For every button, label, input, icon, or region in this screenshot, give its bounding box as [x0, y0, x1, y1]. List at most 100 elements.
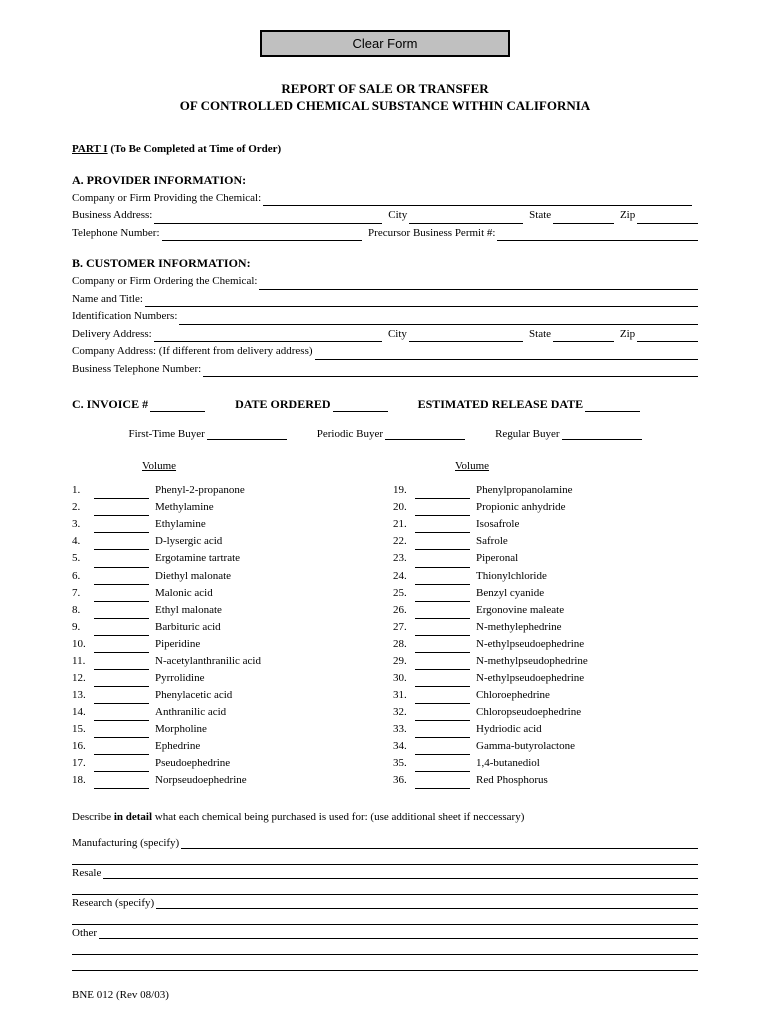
chemical-volume-input[interactable]	[415, 574, 470, 585]
est-release-input[interactable]	[585, 399, 640, 412]
customer-tel-input[interactable]	[203, 365, 698, 377]
chemical-row: 21.Isosafrole	[393, 516, 698, 533]
chemical-volume-input[interactable]	[415, 539, 470, 550]
chemical-volume-input[interactable]	[94, 625, 149, 636]
chemical-volume-input[interactable]	[415, 608, 470, 619]
chemical-number: 5.	[72, 550, 94, 567]
chemical-volume-input[interactable]	[94, 505, 149, 516]
chemical-name: Ephedrine	[155, 738, 377, 755]
chemical-name: N-ethylpseudoephedrine	[476, 636, 698, 653]
provider-tel-input[interactable]	[162, 229, 363, 241]
customer-coaddr-row: Company Address: (If different from deli…	[72, 343, 698, 360]
chemical-volume-input[interactable]	[415, 505, 470, 516]
chemical-name: Pseudoephedrine	[155, 755, 377, 772]
customer-company-input[interactable]	[259, 278, 698, 290]
date-ordered-input[interactable]	[333, 399, 388, 412]
buyer-type-row: First-Time Buyer Periodic Buyer Regular …	[72, 428, 698, 440]
chemical-volume-input[interactable]	[94, 761, 149, 772]
chemical-name: Pyrrolidine	[155, 670, 377, 687]
chemical-name: N-acetylanthranilic acid	[155, 653, 377, 670]
chemical-name: Benzyl cyanide	[476, 585, 698, 602]
chemical-volume-input[interactable]	[94, 522, 149, 533]
other-line-3[interactable]	[72, 957, 698, 971]
chemical-volume-input[interactable]	[94, 710, 149, 721]
chemical-volume-input[interactable]	[415, 642, 470, 653]
provider-address-row: Business Address: City State Zip	[72, 207, 698, 224]
research-input[interactable]	[156, 897, 698, 909]
chemical-row: 7.Malonic acid	[72, 585, 377, 602]
research-line-2[interactable]	[72, 911, 698, 925]
chemical-volume-input[interactable]	[94, 591, 149, 602]
chemical-number: 14.	[72, 704, 94, 721]
chemical-volume-input[interactable]	[94, 488, 149, 499]
chemical-volume-input[interactable]	[415, 778, 470, 789]
chemical-name: Ethyl malonate	[155, 602, 377, 619]
chemical-name: Phenyl-2-propanone	[155, 482, 377, 499]
customer-state-input[interactable]	[553, 330, 614, 342]
other-input[interactable]	[99, 927, 698, 939]
chemical-volume-input[interactable]	[415, 744, 470, 755]
customer-city-input[interactable]	[409, 330, 523, 342]
chemical-volume-input[interactable]	[415, 522, 470, 533]
chemical-volume-input[interactable]	[94, 539, 149, 550]
customer-name-input[interactable]	[145, 295, 698, 307]
chemical-row: 5.Ergotamine tartrate	[72, 550, 377, 567]
clear-form-button[interactable]: Clear Form	[260, 30, 510, 57]
chemical-volume-input[interactable]	[94, 744, 149, 755]
chemical-volume-input[interactable]	[415, 761, 470, 772]
provider-city-input[interactable]	[409, 212, 523, 224]
chemical-name: Red Phosphorus	[476, 772, 698, 789]
chemical-volume-input[interactable]	[94, 574, 149, 585]
chemical-number: 26.	[393, 602, 415, 619]
first-time-buyer-input[interactable]	[207, 428, 287, 440]
provider-state-input[interactable]	[553, 212, 614, 224]
chemical-volume-input[interactable]	[415, 659, 470, 670]
chemical-volume-input[interactable]	[415, 693, 470, 704]
chemical-volume-input[interactable]	[94, 557, 149, 568]
chemical-volume-input[interactable]	[94, 778, 149, 789]
est-release-label: ESTIMATED RELEASE DATE	[418, 397, 584, 412]
chemical-volume-input[interactable]	[415, 488, 470, 499]
chemical-number: 21.	[393, 516, 415, 533]
resale-line-2[interactable]	[72, 881, 698, 895]
date-ordered-label: DATE ORDERED	[235, 397, 330, 412]
chemical-volume-input[interactable]	[94, 642, 149, 653]
customer-id-label: Identification Numbers:	[72, 308, 177, 325]
resale-input[interactable]	[103, 867, 698, 879]
chemical-volume-input[interactable]	[415, 710, 470, 721]
periodic-buyer-input[interactable]	[385, 428, 465, 440]
invoice-input[interactable]	[150, 399, 205, 412]
regular-buyer-input[interactable]	[562, 428, 642, 440]
chemical-volume-input[interactable]	[94, 608, 149, 619]
invoice-label: C. INVOICE #	[72, 397, 148, 412]
provider-permit-input[interactable]	[497, 229, 698, 241]
chemical-row: 8.Ethyl malonate	[72, 602, 377, 619]
chemical-volume-input[interactable]	[415, 625, 470, 636]
chemical-row: 16.Ephedrine	[72, 738, 377, 755]
provider-addr-input[interactable]	[154, 212, 382, 224]
chemical-name: N-ethylpseudoephedrine	[476, 670, 698, 687]
other-line-2[interactable]	[72, 941, 698, 955]
chemical-name: Methylamine	[155, 499, 377, 516]
provider-company-input[interactable]	[263, 194, 692, 206]
chemical-volume-input[interactable]	[415, 591, 470, 602]
provider-state-label: State	[529, 207, 551, 224]
chemical-volume-input[interactable]	[415, 557, 470, 568]
chemical-number: 31.	[393, 687, 415, 704]
chemical-number: 32.	[393, 704, 415, 721]
customer-zip-input[interactable]	[637, 330, 698, 342]
chemical-number: 4.	[72, 533, 94, 550]
chemical-volume-input[interactable]	[94, 727, 149, 738]
chemical-volume-input[interactable]	[94, 676, 149, 687]
customer-id-input[interactable]	[179, 313, 698, 325]
chemical-volume-input[interactable]	[94, 659, 149, 670]
customer-deliv-input[interactable]	[154, 330, 382, 342]
chemical-number: 12.	[72, 670, 94, 687]
chemical-volume-input[interactable]	[415, 676, 470, 687]
chemical-volume-input[interactable]	[415, 727, 470, 738]
chemical-volume-input[interactable]	[94, 693, 149, 704]
manufacturing-line-2[interactable]	[72, 851, 698, 865]
manufacturing-input[interactable]	[181, 837, 698, 849]
customer-coaddr-input[interactable]	[315, 348, 698, 360]
provider-zip-input[interactable]	[637, 212, 698, 224]
